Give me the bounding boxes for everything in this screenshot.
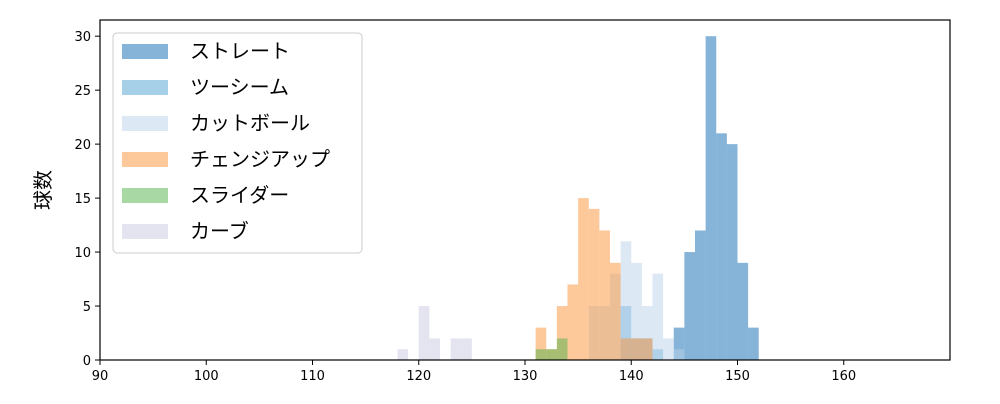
bar [588, 208, 600, 360]
bar [620, 338, 632, 360]
legend-label: カットボール [190, 111, 310, 135]
legend-swatch [122, 80, 168, 95]
x-tick-label: 90 [92, 369, 109, 384]
bar [641, 306, 653, 360]
x-tick-label: 140 [619, 369, 644, 384]
y-tick-label: 15 [74, 192, 91, 207]
y-tick-label: 20 [74, 138, 91, 153]
legend-swatch [122, 152, 168, 167]
x-tick-label: 160 [831, 369, 856, 384]
bar [748, 327, 759, 360]
bar [556, 306, 568, 360]
bar [695, 230, 706, 360]
bar [461, 338, 472, 360]
bar [716, 133, 727, 360]
bar [620, 241, 632, 360]
x-tick-label: 130 [513, 369, 538, 384]
bar [663, 338, 674, 360]
legend-swatch [122, 44, 168, 59]
y-tick-label: 30 [74, 30, 91, 45]
x-tick-label: 110 [300, 369, 325, 384]
legend-label: ツーシーム [190, 75, 289, 99]
y-tick-label: 25 [74, 84, 91, 99]
bar [631, 338, 642, 360]
bar [652, 273, 664, 360]
y-tick-label: 0 [83, 354, 91, 369]
legend-label: ストレート [190, 39, 290, 63]
x-tick-label: 150 [725, 369, 750, 384]
legend-box [112, 32, 363, 254]
bar [610, 262, 621, 360]
y-tick-label: 5 [83, 300, 91, 315]
bar [535, 327, 547, 360]
bar [726, 144, 738, 360]
legend-swatch [122, 116, 168, 131]
legend-label: チェンジアップ [190, 147, 330, 171]
bar [631, 262, 642, 360]
legend-label: スライダー [190, 183, 289, 207]
bar [705, 36, 717, 360]
bar [546, 349, 557, 360]
bar [418, 306, 430, 360]
bar [535, 349, 547, 360]
bar [397, 349, 409, 360]
legend-swatch [122, 188, 168, 203]
y-axis-label: 球数 [31, 170, 55, 210]
bar [450, 338, 462, 360]
bar [673, 349, 685, 360]
bar [737, 262, 749, 360]
bar [641, 338, 653, 360]
bar [567, 284, 579, 360]
legend-label: カーブ [190, 219, 249, 243]
bar [429, 338, 440, 360]
bar [556, 338, 568, 360]
bar [684, 252, 695, 360]
legend-swatch [122, 224, 168, 239]
bar [673, 327, 685, 360]
bar [599, 230, 610, 360]
y-tick-label: 10 [74, 246, 91, 261]
bar [578, 198, 589, 360]
x-tick-label: 120 [406, 369, 431, 384]
x-tick-label: 100 [194, 369, 219, 384]
